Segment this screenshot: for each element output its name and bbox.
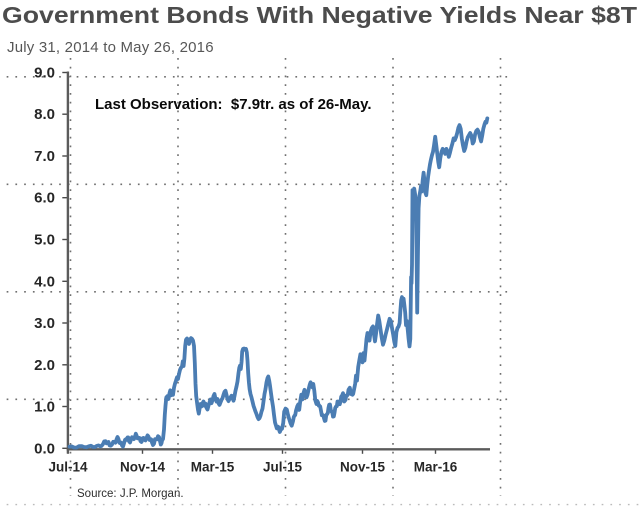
svg-text:Nov-15: Nov-15 (340, 460, 386, 475)
svg-text:8.0: 8.0 (34, 106, 55, 123)
svg-text:Last Observation: $7.9tr. as: Last Observation: $7.9tr. as of 26-May. (95, 96, 372, 113)
svg-text:9.0: 9.0 (34, 65, 55, 82)
svg-text:Nov-14: Nov-14 (120, 460, 166, 475)
svg-text:4.0: 4.0 (34, 273, 55, 290)
svg-text:Mar-15: Mar-15 (191, 460, 235, 475)
svg-text:Mar-16: Mar-16 (414, 460, 458, 475)
svg-text:7.0: 7.0 (34, 148, 55, 165)
svg-text:5.0: 5.0 (34, 232, 55, 249)
svg-text:0.0: 0.0 (34, 440, 55, 457)
svg-text:3.0: 3.0 (34, 315, 55, 332)
svg-text:Jul-14: Jul-14 (48, 460, 88, 475)
svg-text:Government Bonds With Negative: Government Bonds With Negative Yields Ne… (2, 2, 638, 28)
svg-text:2.0: 2.0 (34, 357, 55, 374)
svg-text:Jul-15: Jul-15 (263, 460, 303, 475)
svg-text:1.0: 1.0 (34, 399, 55, 416)
svg-text:July 31, 2014 to May 26, 2016: July 31, 2014 to May 26, 2016 (7, 39, 214, 56)
svg-text:6.0: 6.0 (34, 190, 55, 207)
svg-text:Source: J.P. Morgan.: Source: J.P. Morgan. (77, 488, 184, 500)
